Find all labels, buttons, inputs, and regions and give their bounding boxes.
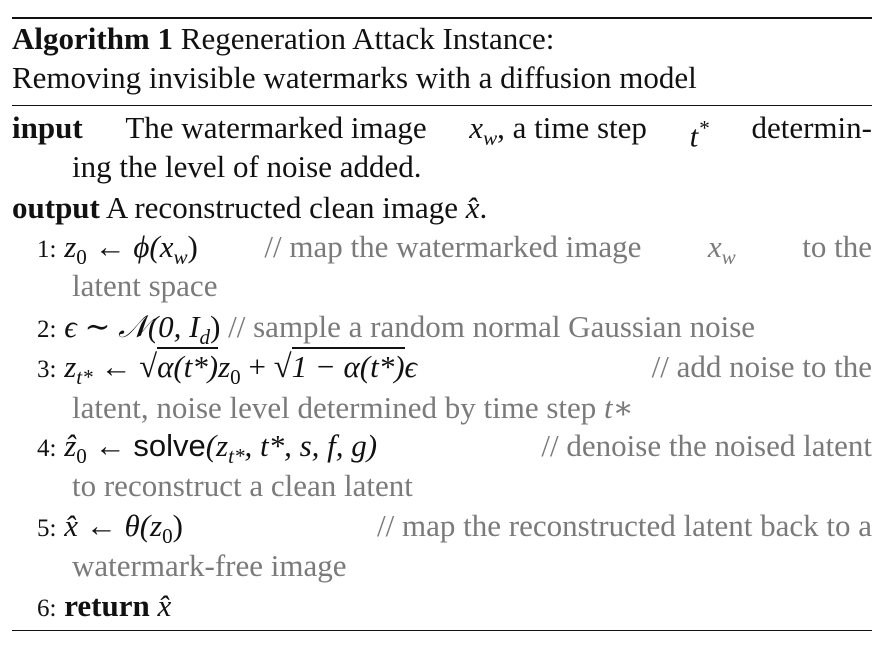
sqrt-term-2: 1 − α(t*) [291, 347, 405, 384]
algorithm-caption-line1: Algorithm 1 Regeneration Attack Instance… [12, 21, 554, 57]
output-text: A reconstructed clean image [105, 190, 458, 225]
caption-rule [12, 105, 872, 106]
step-3: 3: zt* ← √α(t*)z0 + √1 − α(t*)ϵ // add n… [37, 347, 872, 395]
input-line: input The watermarked image xw, a time s… [12, 110, 872, 156]
step-number: 1: [37, 236, 57, 263]
input-text: The watermarked image [125, 110, 427, 145]
step-1-math: z0 [64, 229, 87, 270]
step-5-comment: // map the reconstructed latent back to … [377, 508, 872, 543]
step-4-comment: // denoise the noised latent [541, 428, 872, 463]
return-keyword: return [64, 588, 150, 623]
algorithm-caption-line2: Removing invisible watermarks with a dif… [12, 60, 697, 95]
algorithm-title: Regeneration Attack Instance: [180, 21, 555, 56]
input-continuation: ing the level of noise added. [72, 149, 422, 184]
algorithm-label: Algorithm 1 [12, 21, 174, 56]
step-3-continuation: latent, noise level determined by time s… [72, 390, 634, 425]
step-5: 5: x̂ ← θ(z0) // map the reconstructed l… [37, 508, 872, 554]
step-number: 2: [37, 316, 57, 343]
step-5-continuation: watermark-free image [72, 548, 347, 583]
step-6: 6: return x̂ [37, 588, 171, 627]
input-text-end: determin- [751, 110, 872, 145]
step-2-comment: // sample a random normal Gaussian noise [228, 309, 756, 344]
step-1-comment: // map the watermarked image [264, 229, 642, 264]
step-number: 3: [37, 356, 57, 383]
step-number: 6: [37, 595, 57, 622]
input-keyword: input [12, 110, 83, 145]
output-line: output A reconstructed clean image x̂. [12, 190, 488, 225]
step-3-comment: // add noise to the [651, 349, 872, 384]
sqrt-term-1: α(t*) [157, 347, 219, 384]
bottom-rule [12, 630, 872, 631]
step-1-continuation: latent space [72, 268, 218, 303]
return-variable: x̂ [157, 588, 172, 623]
step-4: 4: ẑ0 ← solve(zt*, t*, s, f, g) // denoi… [37, 428, 872, 474]
top-rule [12, 17, 872, 19]
time-step-variable: t* [689, 116, 709, 154]
step-number: 4: [37, 435, 57, 462]
output-variable: x̂ [465, 190, 480, 225]
step-2-math: ϵ ∼ 𝒩(0, Id) [64, 309, 221, 350]
step-4-continuation: to reconstruct a clean latent [72, 468, 413, 503]
step-2: 2: ϵ ∼ 𝒩(0, Id) // sample a random norma… [37, 309, 755, 355]
input-variable: xw, a time step [469, 110, 647, 151]
step-1: 1: z0 ← ϕ(xw) // map the watermarked ima… [37, 229, 872, 275]
solve-function: solve [133, 428, 206, 463]
step-number: 5: [37, 515, 57, 542]
step-1-comment-var: xw [707, 229, 736, 270]
output-keyword: output [12, 190, 100, 225]
